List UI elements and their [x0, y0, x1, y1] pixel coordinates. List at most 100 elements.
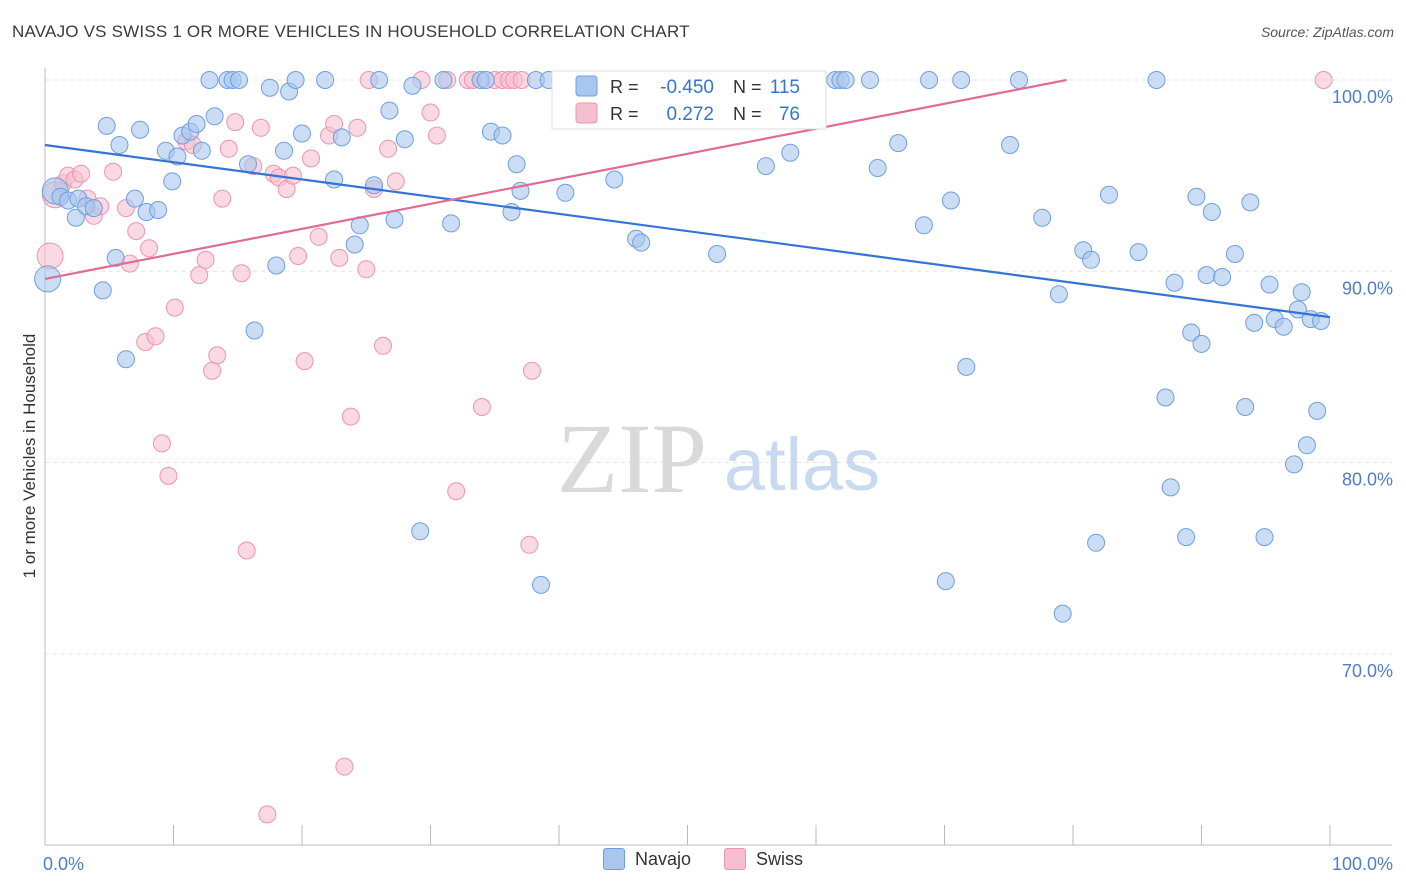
navajo-point [1260, 275, 1279, 294]
legend-item-swiss[interactable]: Swiss [724, 848, 803, 870]
x-tick-label: 0.0% [43, 854, 84, 874]
legend-item-navajo[interactable]: Navajo [602, 848, 691, 870]
swiss-point [523, 361, 541, 380]
navajo-point [260, 78, 279, 97]
swiss-point [159, 466, 178, 485]
swiss-point [140, 239, 159, 258]
swiss-point [237, 541, 256, 560]
navajo-point [1213, 268, 1232, 286]
navajo-point [332, 128, 351, 147]
navajo-point [411, 522, 430, 541]
swiss-point [165, 298, 184, 317]
navajo-point [1129, 243, 1148, 262]
navajo-point [245, 321, 264, 340]
navajo-point [941, 191, 960, 210]
navajo-point [1053, 604, 1072, 623]
watermark-zip: ZIP [557, 403, 707, 514]
swiss-point [289, 247, 308, 265]
navajo-point [267, 256, 286, 275]
series-legend: Navajo Swiss [0, 848, 1406, 875]
swiss-point [295, 352, 314, 371]
navajo-point [632, 233, 651, 252]
navajo-r-label: R = [610, 77, 639, 97]
navajo-point [110, 136, 129, 154]
swiss-point [251, 118, 270, 137]
navajo-point [781, 143, 800, 162]
navajo-point [1087, 533, 1106, 552]
navajo-point [1049, 285, 1068, 304]
stats-legend-frame [551, 70, 827, 130]
axes [44, 68, 1392, 846]
navajo-point [1177, 528, 1196, 547]
navajo-point [192, 141, 211, 160]
y-tick-label: 100.0% [1332, 87, 1393, 107]
swiss-point [427, 126, 446, 145]
navajo-point [97, 116, 116, 135]
swiss-point [325, 115, 344, 133]
swiss-r-label: R = [610, 104, 639, 124]
navajo-swatch [575, 75, 598, 97]
navajo-point [1308, 401, 1327, 420]
swiss-point [335, 757, 354, 776]
swiss-point [219, 139, 238, 158]
navajo-point [1297, 436, 1316, 455]
navajo-point [168, 147, 187, 166]
swiss-point [447, 482, 466, 501]
swiss-point [284, 166, 302, 185]
swiss-point [232, 264, 251, 283]
swiss-point [196, 250, 215, 269]
navajo-point [125, 189, 144, 208]
navajo-point [952, 71, 971, 89]
navajo-point [1192, 334, 1211, 353]
swiss-point [357, 260, 376, 279]
navajo-point [286, 71, 305, 89]
swiss-point [36, 242, 64, 270]
legend-label-swiss: Swiss [756, 848, 804, 869]
navajo-point [1245, 313, 1264, 332]
navajo-point [442, 214, 461, 233]
navajo-point [1187, 187, 1206, 206]
navajo-point [1082, 250, 1100, 269]
navajo-point [1197, 266, 1216, 285]
navajo-point [1033, 208, 1052, 227]
navajo-point [556, 183, 575, 202]
trend-lines [44, 78, 1331, 319]
navajo-point [200, 71, 219, 89]
swiss-point [341, 407, 360, 426]
swiss-point [213, 189, 232, 208]
swiss-point [152, 434, 171, 453]
swiss-point [203, 361, 222, 380]
navajo-point [1274, 317, 1293, 336]
navajo-point [293, 124, 311, 143]
swiss-point [309, 227, 328, 246]
navajo-point [365, 176, 383, 195]
swiss-r-value: 0.272 [666, 104, 714, 125]
navajo-point [861, 71, 879, 89]
x-tick-label: 100.0% [1332, 854, 1393, 874]
navajo-r-value: -0.450 [660, 77, 714, 98]
swiss-point [520, 535, 539, 554]
y-axis-label: 1 or more Vehicles in Household [20, 334, 39, 579]
watermark: ZIP atlas [557, 403, 880, 514]
swiss-n-value: 76 [779, 104, 800, 125]
navajo-point [1182, 323, 1201, 342]
navajo-point [476, 71, 495, 89]
navajo-point [239, 155, 257, 174]
navajo-point [84, 199, 103, 218]
swiss-trend-line [44, 78, 1067, 280]
swiss-point [1314, 71, 1333, 89]
navajo-point [66, 208, 85, 227]
navajo-point [230, 71, 248, 89]
stats-legend: R = -0.450 N = 115 R = 0.272 N = 76 [551, 70, 827, 130]
swiss-point [226, 113, 245, 132]
navajo-point [1001, 136, 1019, 154]
navajo-point [187, 115, 206, 133]
navajo-point [1292, 283, 1311, 302]
navajo-point [914, 216, 933, 235]
navajo-point [380, 101, 399, 120]
navajo-point [93, 281, 112, 300]
navajo-point [1225, 245, 1244, 263]
navajo-n-label: N = [733, 77, 762, 97]
navajo-point [756, 157, 775, 176]
navajo-point [889, 134, 908, 153]
